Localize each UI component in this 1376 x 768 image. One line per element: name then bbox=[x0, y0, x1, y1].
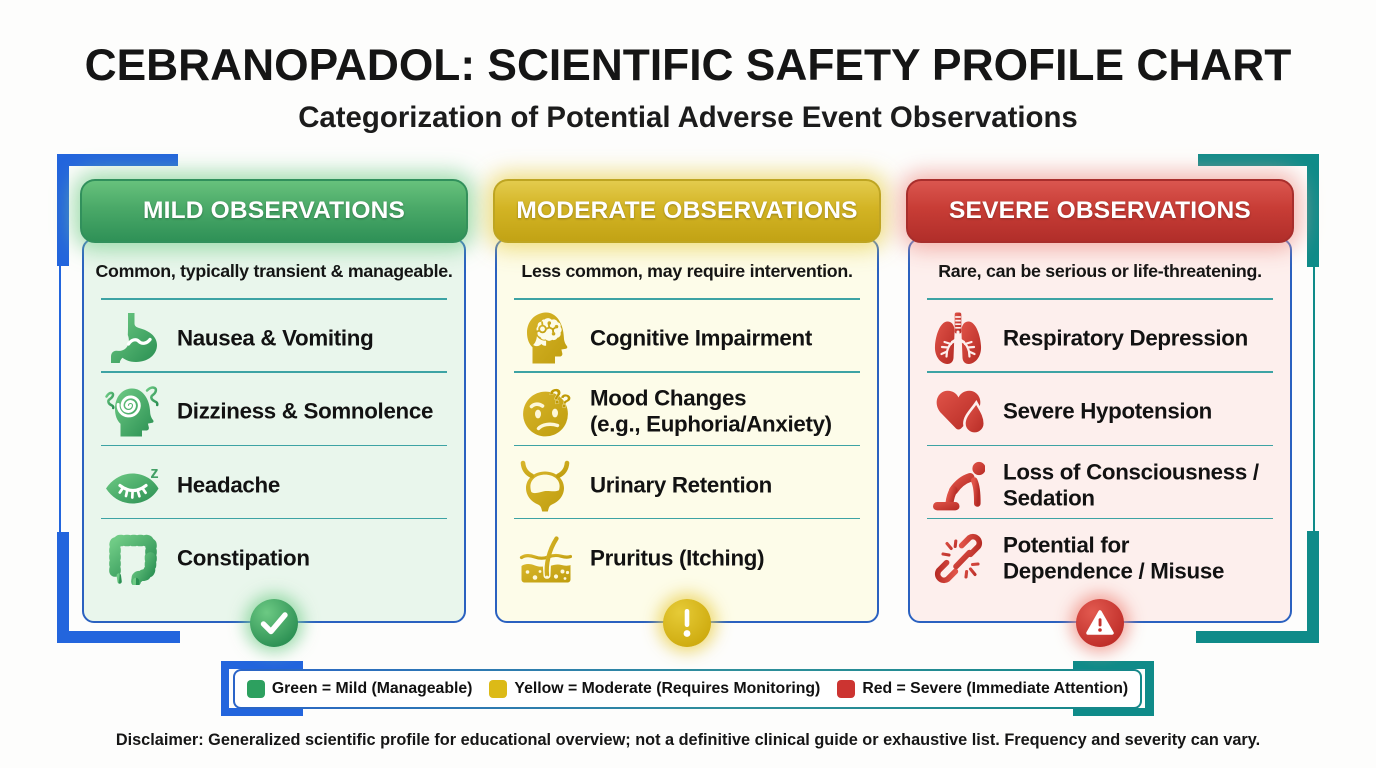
svg-text:?: ? bbox=[547, 384, 565, 409]
svg-text:z: z bbox=[150, 464, 158, 482]
svg-text:?: ? bbox=[558, 390, 572, 413]
